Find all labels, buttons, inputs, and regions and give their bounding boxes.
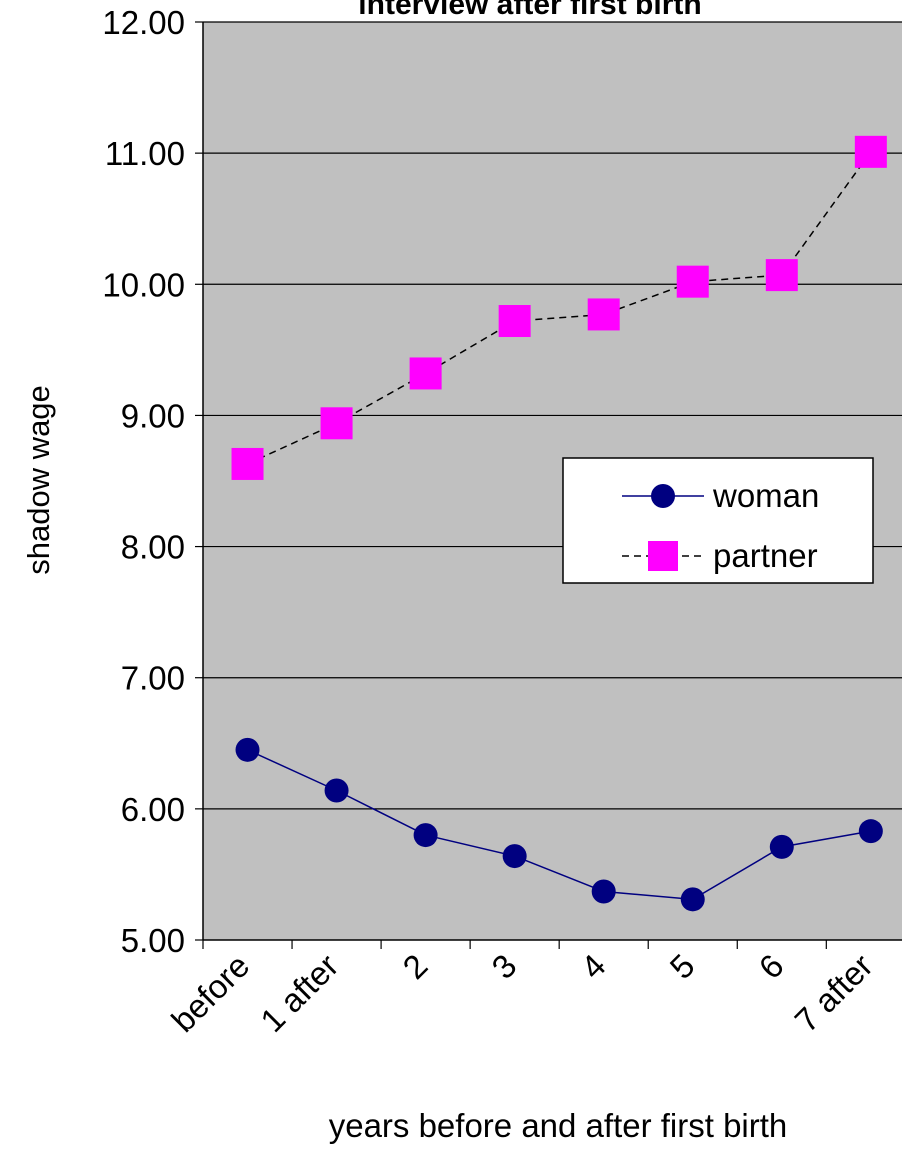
x-tick-label: 7 after bbox=[787, 947, 879, 1039]
y-tick-label: 5.00 bbox=[121, 922, 185, 959]
y-tick-label: 6.00 bbox=[121, 791, 185, 828]
x-tick-label: 4 bbox=[574, 947, 613, 986]
data-point-woman bbox=[858, 819, 883, 844]
y-tick-label: 12.00 bbox=[102, 4, 185, 41]
data-point-woman bbox=[235, 737, 260, 762]
data-point-woman bbox=[769, 834, 794, 859]
legend-marker-woman bbox=[651, 484, 675, 508]
data-point-woman bbox=[680, 887, 705, 912]
y-axis-title: shadow wage bbox=[21, 385, 56, 575]
gridlines bbox=[203, 21, 902, 810]
data-point-partner bbox=[320, 407, 353, 440]
legend-label-woman: woman bbox=[712, 477, 819, 514]
x-tick-label: 1 after bbox=[253, 947, 345, 1039]
data-point-partner bbox=[587, 298, 620, 331]
data-point-partner bbox=[676, 265, 709, 298]
data-point-partner bbox=[854, 135, 887, 168]
x-tick-label: 3 bbox=[484, 947, 523, 986]
data-point-woman bbox=[413, 823, 438, 848]
data-point-woman bbox=[502, 844, 527, 869]
x-axis-title: years before and after first birth bbox=[329, 1107, 788, 1144]
data-series bbox=[231, 135, 887, 912]
y-tick-label: 8.00 bbox=[121, 529, 185, 566]
x-tick-label: 2 bbox=[395, 947, 434, 986]
y-tick-label: 7.00 bbox=[121, 660, 185, 697]
data-point-woman bbox=[324, 778, 349, 803]
x-tick-label: 6 bbox=[752, 947, 791, 986]
series-line-woman bbox=[247, 749, 871, 901]
data-point-woman bbox=[591, 879, 616, 904]
data-point-partner bbox=[498, 305, 531, 338]
data-point-partner bbox=[765, 259, 798, 292]
y-tick-label: 11.00 bbox=[105, 135, 185, 172]
legend-label-partner: partner bbox=[713, 537, 818, 574]
data-point-partner bbox=[409, 357, 442, 390]
legend-marker-partner bbox=[648, 541, 678, 571]
y-tick-label: 10.00 bbox=[102, 266, 185, 303]
legend-box bbox=[562, 457, 874, 584]
legend: woman partner bbox=[562, 457, 874, 584]
y-tick-label: 9.00 bbox=[121, 397, 185, 434]
x-tick-label: 5 bbox=[663, 947, 702, 986]
x-tick-label: before bbox=[164, 947, 256, 1039]
data-point-partner bbox=[231, 447, 264, 480]
chart-title: interview after first birth bbox=[358, 0, 701, 21]
